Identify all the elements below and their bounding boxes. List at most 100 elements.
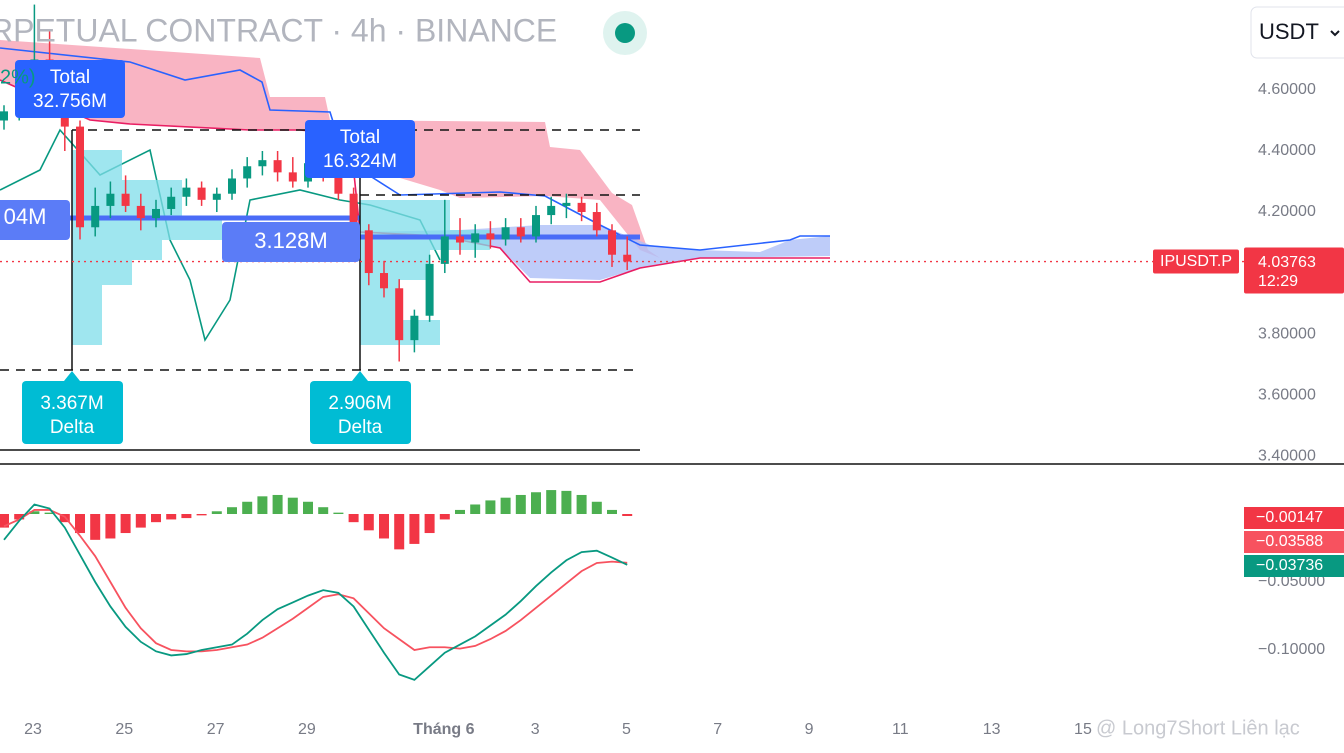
- poc-badge: [0, 200, 70, 240]
- histogram-bar: [227, 507, 237, 515]
- candle-body: [167, 196, 176, 209]
- candle-body: [486, 233, 495, 240]
- histogram-bar: [424, 514, 435, 534]
- value-badge-label: −0.03736: [1256, 557, 1323, 574]
- delta-badge: [310, 381, 411, 444]
- histogram-bar: [105, 514, 116, 539]
- value-badge: [1244, 531, 1344, 553]
- histogram-bar: [409, 514, 420, 544]
- x-tick-label: Tháng 6: [413, 721, 474, 738]
- total-badge: [305, 120, 415, 178]
- poc-label: 04M: [4, 204, 47, 229]
- histogram-bar: [379, 514, 389, 539]
- histogram-bar: [455, 509, 465, 515]
- candle-body: [91, 205, 100, 228]
- candle-body: [0, 111, 8, 121]
- candle-body: [258, 160, 267, 167]
- candle-body: [212, 193, 221, 200]
- candle-body: [592, 212, 601, 231]
- delta-label: Delta: [338, 417, 383, 438]
- poc-label: 3.128M: [254, 228, 327, 253]
- range-lines: [0, 129, 640, 371]
- percent-label: 2%): [0, 66, 36, 88]
- histogram-bar: [75, 514, 85, 534]
- status-dot: [615, 23, 635, 43]
- histogram-bar: [333, 512, 344, 515]
- candle-body: [364, 230, 373, 274]
- histogram-bar: [531, 492, 541, 515]
- candle-body: [425, 263, 434, 316]
- candle-body: [623, 254, 632, 262]
- currency-label[interactable]: USDT: [1259, 19, 1319, 44]
- x-tick-label: 7: [713, 721, 722, 738]
- candle-body: [547, 205, 556, 216]
- candle-body: [516, 227, 525, 237]
- histogram-bar: [211, 511, 222, 515]
- histogram-bar: [166, 514, 177, 520]
- candle-body: [288, 172, 297, 182]
- histogram-bar: [242, 501, 253, 515]
- histogram-bar: [151, 514, 161, 523]
- histogram-bar: [500, 497, 511, 515]
- candle-body: [334, 175, 343, 194]
- total-value: 16.324M: [323, 151, 397, 172]
- marks: 4.60000 4.40000 4.20000 3.80000 3.60000 3.400…: [0, 4, 1344, 738]
- timer-label: 12:29: [1258, 273, 1298, 290]
- total-value: 32.756M: [33, 91, 107, 112]
- delta-label: Delta: [50, 417, 95, 438]
- candle-body: [471, 233, 480, 243]
- candle-body: [577, 202, 586, 213]
- delta-pointer: [352, 371, 368, 381]
- y-tick-label: 4.40000: [1258, 142, 1316, 159]
- candle-body: [76, 126, 84, 228]
- histogram-bar: [0, 514, 9, 528]
- candle-body: [562, 202, 571, 206]
- total-badge: [15, 60, 125, 118]
- histogram-bar: [181, 514, 192, 519]
- delta-value: 2.906M: [328, 393, 391, 414]
- value-badge: [1244, 555, 1344, 577]
- histogram-bar: [135, 514, 146, 528]
- delta-badge: [22, 381, 123, 444]
- candle-body: [106, 193, 115, 206]
- x-tick-label: 27: [207, 721, 225, 738]
- candle-body: [440, 236, 449, 264]
- price-badge: [1244, 247, 1344, 294]
- x-tick-label: 15: [1074, 721, 1092, 738]
- watermark: @ Long7Short Liên lạc: [1096, 717, 1300, 739]
- histogram-bar: [348, 514, 359, 523]
- y2-tick-label: −0.05000: [1258, 573, 1325, 590]
- x-tick-label: 29: [298, 721, 316, 738]
- histogram-bar: [120, 514, 131, 534]
- total-title: Total: [50, 67, 90, 88]
- poc-badge: [222, 222, 360, 262]
- currency-button[interactable]: [1250, 6, 1344, 59]
- chart-title: RPETUAL CONTRACT · 4h · BINANCE: [0, 12, 557, 48]
- delta-pointer: [64, 371, 80, 381]
- histogram-bar: [470, 504, 481, 515]
- histogram-bar: [591, 501, 602, 515]
- histogram-bar: [90, 514, 101, 540]
- value-badge-label: −0.03588: [1256, 533, 1323, 550]
- y-tick-label: 4.60000: [1258, 81, 1316, 98]
- value-badge-label: −0.00147: [1256, 509, 1323, 526]
- candle-body: [532, 215, 540, 237]
- histogram-bar: [622, 514, 633, 517]
- candle-body: [501, 227, 510, 240]
- symbol-label: IPUSDT.P: [1160, 253, 1232, 270]
- y-tick-label: 3.40000: [1258, 447, 1316, 464]
- histogram-bar: [29, 511, 40, 515]
- candle-body: [152, 208, 160, 219]
- histogram-bar: [196, 514, 207, 516]
- total-title: Total: [340, 127, 380, 148]
- x-tick-label: 9: [805, 721, 814, 738]
- candle-body: [197, 187, 206, 200]
- histogram-bar: [14, 514, 25, 520]
- y2-tick-label: −0.10000: [1258, 641, 1325, 658]
- y-tick-label: 4.20000: [1258, 203, 1316, 220]
- histogram-bar: [546, 490, 557, 515]
- histogram-bar: [287, 497, 298, 515]
- x-tick-label: 11: [892, 721, 909, 738]
